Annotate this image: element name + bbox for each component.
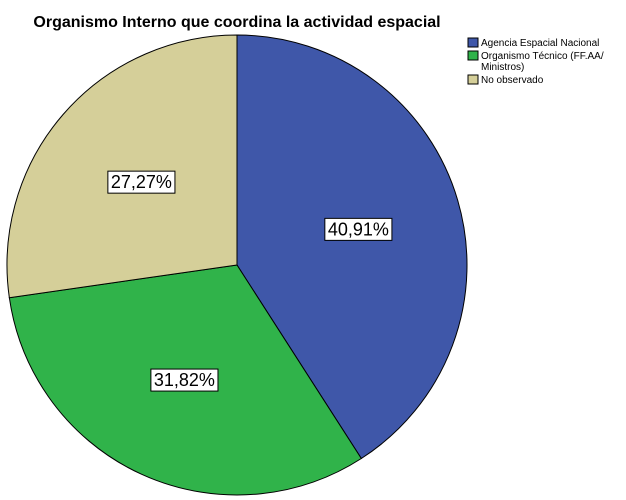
pie-slices	[6, 34, 468, 496]
data-label-box	[150, 368, 219, 392]
legend-label: Agencia Espacial Nacional	[481, 38, 599, 49]
data-labels: 40,91% 31,82% 27,27%	[107, 170, 393, 392]
data-label-text: 40,91%	[328, 219, 389, 239]
legend-swatch	[467, 74, 479, 85]
data-label-box	[324, 217, 393, 241]
legend-item-2: Organismo Técnico (FF.AA/Ministros)	[467, 50, 604, 73]
legend-label: No observado	[481, 75, 544, 86]
data-label-2: 31,82%	[150, 368, 219, 392]
chart-title: Organismo Interno que coordina la activi…	[33, 14, 440, 31]
data-label-1: 40,91%	[324, 217, 393, 241]
legend-swatch	[467, 37, 479, 48]
legend-item-3: No observado	[467, 74, 544, 86]
data-label-text: 31,82%	[154, 370, 215, 390]
pie-slice-3	[6, 34, 238, 299]
legend-swatch	[467, 50, 479, 61]
legend-label: Ministros)	[481, 62, 524, 73]
legend-item-1: Agencia Espacial Nacional	[467, 37, 599, 49]
pie-slice-1	[236, 34, 468, 460]
data-label-3: 27,27%	[107, 170, 176, 194]
legend-label: Organismo Técnico (FF.AA/	[481, 51, 604, 62]
data-label-box	[107, 170, 176, 194]
data-label-text: 27,27%	[111, 172, 172, 192]
